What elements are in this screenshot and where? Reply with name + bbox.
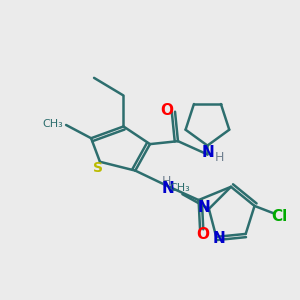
- Text: CH₃: CH₃: [170, 183, 190, 193]
- Text: N: N: [212, 231, 225, 246]
- Text: O: O: [160, 103, 173, 118]
- Text: O: O: [196, 227, 209, 242]
- Text: S: S: [94, 161, 103, 175]
- Text: N: N: [198, 200, 211, 215]
- Text: Cl: Cl: [271, 209, 287, 224]
- Text: CH₃: CH₃: [43, 119, 63, 129]
- Text: H: H: [214, 152, 224, 164]
- Text: N: N: [202, 145, 214, 160]
- Text: N: N: [161, 181, 174, 196]
- Text: H: H: [161, 175, 171, 188]
